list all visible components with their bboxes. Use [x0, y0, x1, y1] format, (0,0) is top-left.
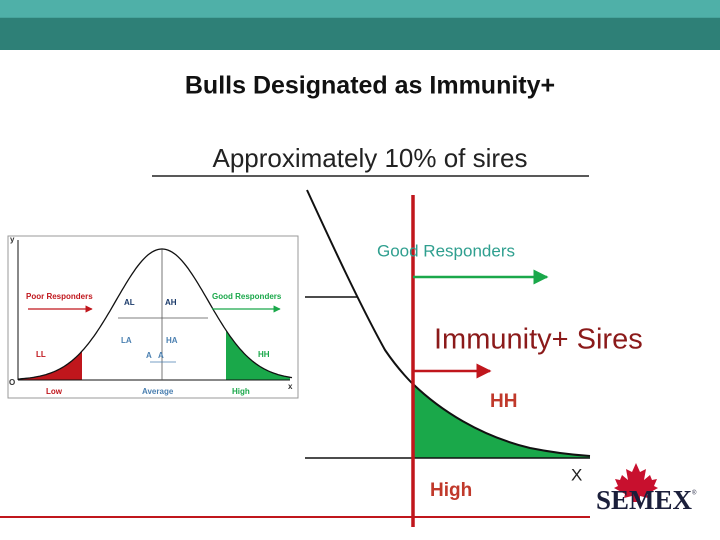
average-label: Average: [142, 387, 174, 396]
good-responders-large: Good Responders: [377, 241, 515, 260]
inset-y-label: y: [10, 235, 15, 244]
high-label-small: High: [232, 387, 250, 396]
high-tail: [226, 330, 290, 380]
hh-label-large: HH: [490, 391, 517, 412]
hh-label-small: HH: [258, 350, 270, 359]
brand-name: SEMEX: [596, 485, 693, 515]
semex-logo: SEMEX ®: [596, 463, 697, 515]
header-band: [0, 0, 720, 50]
ll-label: LL: [36, 350, 46, 359]
x-label-large: X: [571, 465, 582, 484]
immunity-area: [413, 384, 590, 458]
ah-label: AH: [165, 298, 177, 307]
poor-responders: Poor Responders: [26, 292, 93, 301]
slide-title: Bulls Designated as Immunity+: [185, 72, 555, 100]
good-responders-small: Good Responders: [212, 292, 282, 301]
inset-x-label: x: [288, 382, 293, 391]
inset-chart: y O x Poor Responders Good Responders AL…: [7, 235, 299, 399]
registered-mark: ®: [692, 490, 697, 497]
la-label: LA: [121, 336, 132, 345]
immunity-callout: Immunity+ Sires: [434, 324, 643, 356]
inset-origin: O: [9, 378, 15, 387]
low-tail: [18, 351, 82, 380]
maple-leaf: [614, 463, 658, 502]
low-label: Low: [46, 387, 63, 396]
high-label-large: High: [430, 480, 472, 501]
zoom-chart: Good Responders Immunity+ Sires HH High …: [0, 189, 643, 527]
bell-curve: [17, 248, 293, 380]
a-left-label: A: [146, 351, 152, 360]
a-right-label: A: [158, 351, 164, 360]
slide-subtitle: Approximately 10% of sires: [212, 143, 527, 173]
ha-label: HA: [166, 336, 178, 345]
al-label: AL: [124, 298, 135, 307]
